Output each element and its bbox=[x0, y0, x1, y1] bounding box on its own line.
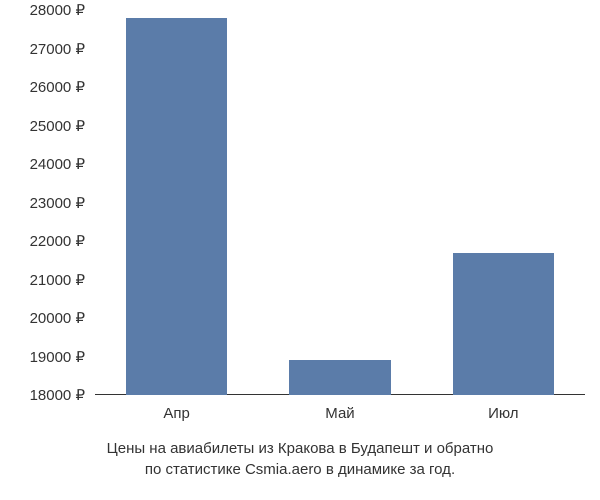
x-tick-label: Июл bbox=[488, 405, 518, 422]
bar bbox=[453, 253, 554, 395]
y-axis: 18000 ₽19000 ₽20000 ₽21000 ₽22000 ₽23000… bbox=[0, 10, 90, 395]
y-tick-label: 21000 ₽ bbox=[30, 271, 85, 289]
plot-area bbox=[95, 10, 585, 395]
y-tick-label: 24000 ₽ bbox=[30, 155, 85, 173]
x-tick-label: Май bbox=[325, 405, 354, 422]
y-tick-label: 26000 ₽ bbox=[30, 78, 85, 96]
y-tick-label: 27000 ₽ bbox=[30, 40, 85, 58]
chart-caption: Цены на авиабилеты из Кракова в Будапешт… bbox=[0, 438, 600, 480]
y-tick-label: 18000 ₽ bbox=[30, 386, 85, 404]
caption-line1: Цены на авиабилеты из Кракова в Будапешт… bbox=[107, 440, 494, 457]
y-tick-label: 22000 ₽ bbox=[30, 232, 85, 250]
y-tick-label: 20000 ₽ bbox=[30, 309, 85, 327]
y-tick-label: 25000 ₽ bbox=[30, 117, 85, 135]
y-tick-label: 23000 ₽ bbox=[30, 194, 85, 212]
bar bbox=[126, 18, 227, 395]
x-tick-label: Апр bbox=[163, 405, 189, 422]
x-axis: Апр Май Июл bbox=[95, 400, 585, 430]
y-tick-label: 19000 ₽ bbox=[30, 348, 85, 366]
caption-line2: по статистике Csmia.aero в динамике за г… bbox=[145, 461, 455, 478]
price-chart: 18000 ₽ 19000 ₽ 20000 ₽ 21000 ₽ 22000 ₽ 23000… bbox=[0, 0, 600, 500]
bar bbox=[289, 360, 390, 395]
y-tick-label: 28000 ₽ bbox=[30, 1, 85, 19]
